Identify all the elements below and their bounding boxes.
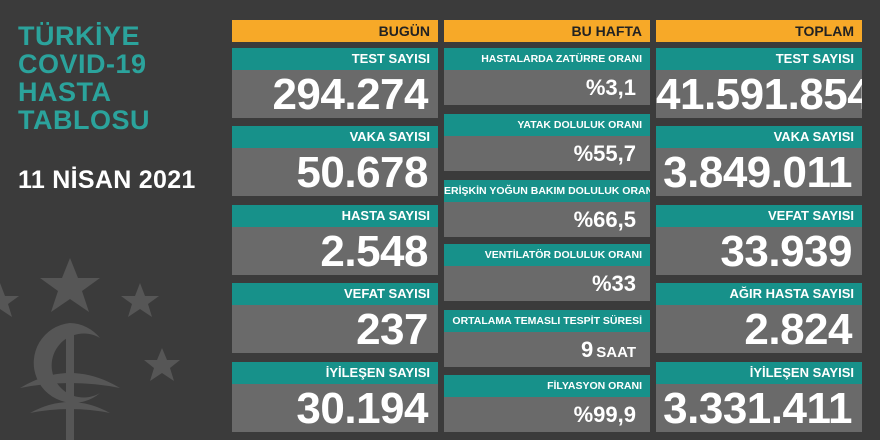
today-test-card: TEST SAYISI 294.274 xyxy=(232,48,438,118)
today-patient-value: 2.548 xyxy=(232,227,438,275)
dashboard-title: TÜRKİYE COVID-19 HASTA TABLOSU xyxy=(18,22,150,134)
week-contact-label: ORTALAMA TEMASLI TESPİT SÜRESİ xyxy=(444,310,650,332)
total-death-value: 33.939 xyxy=(656,227,862,275)
week-contact-unit: SAAT xyxy=(596,344,636,361)
today-recovered-label: İYİLEŞEN SAYISI xyxy=(232,362,438,384)
week-bed-label: YATAK DOLULUK ORANI xyxy=(444,114,650,136)
week-icu-label: ERİŞKİN YOĞUN BAKIM DOLULUK ORANI xyxy=(444,180,650,202)
week-pneumonia-value: %3,1 xyxy=(444,70,650,105)
total-case-card: VAKA SAYISI 3.849.011 xyxy=(656,126,862,196)
today-patient-card: HASTA SAYISI 2.548 xyxy=(232,205,438,275)
week-bed-value: %55,7 xyxy=(444,136,650,171)
total-severe-card: AĞIR HASTA SAYISI 2.824 xyxy=(656,283,862,353)
report-date: 11 NİSAN 2021 xyxy=(18,166,196,194)
week-column: BU HAFTA HASTALARDA ZATÜRRE ORANI %3,1 Y… xyxy=(444,20,650,432)
week-ventilator-value-text: %33 xyxy=(591,271,636,296)
total-death-card: VEFAT SAYISI 33.939 xyxy=(656,205,862,275)
today-test-label: TEST SAYISI xyxy=(232,48,438,70)
title-line-1: TÜRKİYE xyxy=(18,21,141,51)
title-line-3: HASTA xyxy=(18,77,112,107)
week-contact-value: 9 SAAT xyxy=(444,332,650,367)
today-test-value: 294.274 xyxy=(232,70,438,118)
week-bed-value-text: %55,7 xyxy=(573,141,636,166)
today-patient-label: HASTA SAYISI xyxy=(232,205,438,227)
total-header: TOPLAM xyxy=(656,20,862,42)
title-line-4: TABLOSU xyxy=(18,105,150,135)
today-case-label: VAKA SAYISI xyxy=(232,126,438,148)
week-icu-value-text: %66,5 xyxy=(573,207,636,232)
total-recovered-value: 3.331.411 xyxy=(656,384,862,432)
week-icu-card: ERİŞKİN YOĞUN BAKIM DOLULUK ORANI %66,5 xyxy=(444,180,650,237)
week-ventilator-label: VENTİLATÖR DOLULUK ORANI xyxy=(444,244,650,266)
week-filiation-card: FİLYASYON ORANI %99,9 xyxy=(444,375,650,432)
total-test-card: TEST SAYISI 41.591.854 xyxy=(656,48,862,118)
total-severe-label: AĞIR HASTA SAYISI xyxy=(656,283,862,305)
today-column: BUGÜN TEST SAYISI 294.274 VAKA SAYISI 50… xyxy=(232,20,438,432)
total-test-label: TEST SAYISI xyxy=(656,48,862,70)
week-pneumonia-card: HASTALARDA ZATÜRRE ORANI %3,1 xyxy=(444,48,650,105)
total-recovered-card: İYİLEŞEN SAYISI 3.331.411 xyxy=(656,362,862,432)
total-severe-value: 2.824 xyxy=(656,305,862,353)
week-contact-card: ORTALAMA TEMASLI TESPİT SÜRESİ 9 SAAT xyxy=(444,310,650,367)
total-case-value: 3.849.011 xyxy=(656,148,862,196)
week-ventilator-card: VENTİLATÖR DOLULUK ORANI %33 xyxy=(444,244,650,301)
today-death-label: VEFAT SAYISI xyxy=(232,283,438,305)
week-pneumonia-label: HASTALARDA ZATÜRRE ORANI xyxy=(444,48,650,70)
today-death-card: VEFAT SAYISI 237 xyxy=(232,283,438,353)
today-recovered-value: 30.194 xyxy=(232,384,438,432)
today-case-card: VAKA SAYISI 50.678 xyxy=(232,126,438,196)
today-case-value: 50.678 xyxy=(232,148,438,196)
week-ventilator-value: %33 xyxy=(444,266,650,301)
week-filiation-label: FİLYASYON ORANI xyxy=(444,375,650,397)
week-filiation-value-text: %99,9 xyxy=(573,402,636,427)
week-header: BU HAFTA xyxy=(444,20,650,42)
total-recovered-label: İYİLEŞEN SAYISI xyxy=(656,362,862,384)
total-test-value: 41.591.854 xyxy=(656,70,862,118)
ministry-emblem-icon xyxy=(0,258,180,440)
title-line-2: COVID-19 xyxy=(18,49,147,79)
today-recovered-card: İYİLEŞEN SAYISI 30.194 xyxy=(232,362,438,432)
total-case-label: VAKA SAYISI xyxy=(656,126,862,148)
week-icu-value: %66,5 xyxy=(444,202,650,237)
total-column: TOPLAM TEST SAYISI 41.591.854 VAKA SAYIS… xyxy=(656,20,862,432)
week-filiation-value: %99,9 xyxy=(444,397,650,432)
today-header: BUGÜN xyxy=(232,20,438,42)
week-bed-card: YATAK DOLULUK ORANI %55,7 xyxy=(444,114,650,171)
total-death-label: VEFAT SAYISI xyxy=(656,205,862,227)
week-pneumonia-value-text: %3,1 xyxy=(585,75,636,100)
today-death-value: 237 xyxy=(232,305,438,353)
week-contact-value-text: 9 xyxy=(581,337,594,362)
